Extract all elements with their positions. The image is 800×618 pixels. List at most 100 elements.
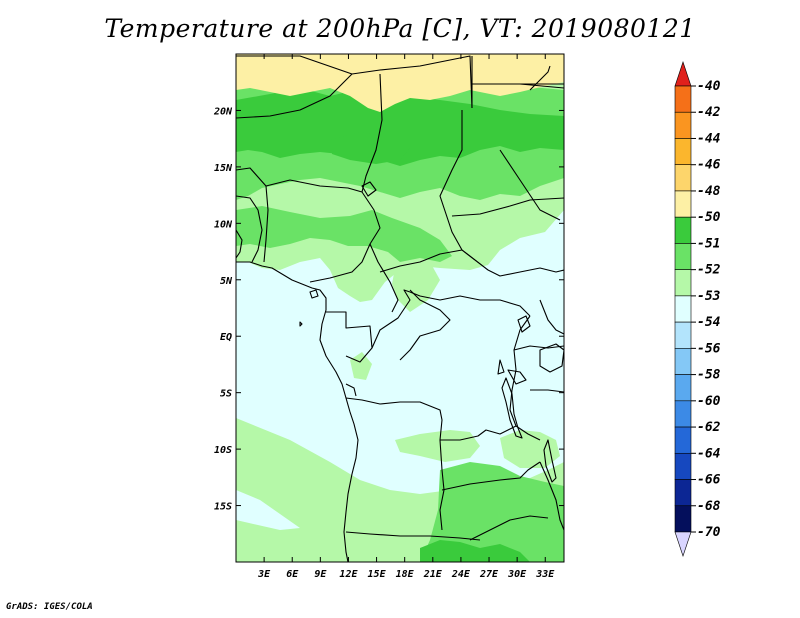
lake-victoria: [539, 343, 564, 373]
latitude-axis: 20N 15N 10N 5N EQ 5S 10S 15S: [213, 106, 564, 513]
lat-tick-label: 5N: [220, 276, 233, 287]
field-dark-green-south-patch: [420, 540, 530, 562]
colorbar-segment: [674, 111, 692, 139]
border-niger-chad: [361, 73, 383, 193]
border-chad-sudan: [439, 110, 463, 251]
river-congo: [399, 289, 451, 361]
lon-tick-label: 21E: [423, 569, 443, 580]
colorbar-segment: [674, 269, 692, 297]
map-frame: [235, 53, 565, 563]
colorbar-segment: [674, 321, 692, 349]
field-light-green-patch-west: [350, 352, 372, 380]
lake-malawi: [543, 439, 557, 483]
field-yellow-north: [236, 54, 564, 112]
lat-tick-label: 10N: [214, 219, 233, 230]
border-uganda: [513, 345, 564, 351]
colorbar-label: -42: [697, 105, 721, 120]
colorbar-segment: [674, 452, 692, 480]
border-mali-niger: [236, 73, 353, 119]
colorbar-segment: [674, 400, 692, 428]
border-burkina: [236, 167, 267, 187]
colorbar-label: -44: [697, 131, 721, 146]
border-tanzania: [530, 389, 564, 393]
lat-tick-label: 15N: [214, 163, 233, 174]
border-mozambique: [539, 461, 564, 531]
border-ethiopia: [499, 149, 561, 221]
border-guinea: [236, 195, 263, 263]
field-light-green-patch-congo: [392, 262, 440, 312]
lon-tick-label: 18E: [396, 569, 415, 580]
colorbar-segment: [674, 216, 692, 244]
border-zambia: [441, 461, 541, 491]
colorbar-label: -58: [697, 368, 721, 383]
colorbar-segment: [674, 164, 692, 192]
colorbar-label: -68: [697, 499, 721, 514]
border-nigeria-niger: [265, 179, 363, 193]
border-algeria-niger: [236, 55, 473, 109]
colorbar-segment: [674, 348, 692, 375]
colorbar-label: -40: [697, 79, 721, 94]
colorbar-segment: [674, 426, 692, 454]
field-dark-green-sahel: [330, 132, 410, 164]
colorbar-label: -46: [697, 158, 721, 173]
colorbar-segment: [674, 479, 692, 507]
lon-tick-label: 33E: [535, 569, 555, 580]
country-boundaries: [236, 55, 564, 562]
border-drc-east: [509, 315, 541, 441]
lon-tick-label: 15E: [368, 569, 387, 580]
border-benin: [263, 185, 269, 263]
lat-tick-label: 5S: [220, 389, 232, 400]
colorbar-segment: [674, 190, 692, 218]
colorbar-label: -51: [697, 236, 720, 251]
longitude-axis: 3E 6E 9E 12E 15E 18E 21E 24E 27E 30E 33E: [257, 54, 555, 580]
colorbar-label: -60: [697, 394, 721, 409]
border-congo: [371, 289, 411, 349]
border-drc-angola: [345, 397, 517, 441]
colorbar-label: -52: [697, 263, 721, 278]
map-title: Temperature at 200hPa [C], VT: 201908012…: [104, 14, 696, 43]
lon-tick-label: 27E: [479, 569, 499, 580]
colorbar-bottom-arrow: [674, 531, 692, 557]
border-zambia-zimbabwe: [469, 515, 549, 541]
lon-tick-label: 6E: [286, 569, 299, 580]
colorbar-segment: [674, 374, 692, 402]
colorbar-label: -53: [697, 289, 721, 304]
coast-red-sea: [529, 65, 551, 91]
colorbar: -40 -42 -44 -46 -48 -50 -51 -52 -53 -54 -56 -58 -60 -…: [674, 61, 721, 557]
island-bioko: [309, 289, 319, 299]
lon-tick-label: 12E: [339, 569, 358, 580]
border-nigeria-cameroon: [309, 191, 381, 283]
field-light-green-angola: [395, 430, 480, 462]
border-rwanda: [507, 369, 527, 385]
border-drc-north: [409, 291, 531, 317]
border-gabon: [326, 311, 373, 363]
border-egypt-sudan: [471, 56, 564, 89]
coast-senegal: [236, 229, 243, 259]
field-dark-green-north: [236, 88, 564, 166]
lake-tanganyika: [501, 377, 523, 439]
colorbar-label: -50: [697, 210, 721, 225]
colorbar-segment: [674, 138, 692, 166]
colorbar-label: -48: [697, 184, 721, 199]
colorbar-segment: [674, 85, 692, 113]
temperature-field: [236, 54, 564, 562]
border-kenya: [539, 299, 564, 335]
colorbar-segment: [674, 295, 692, 323]
colorbar-label: -64: [697, 446, 721, 461]
colorbar-label: -62: [697, 420, 721, 435]
colorbar-label: -54: [697, 315, 721, 330]
border-cabinda: [345, 383, 357, 397]
lat-tick-label: EQ: [220, 332, 232, 343]
colorbar-segment: [674, 243, 692, 270]
border-angola-namibia: [345, 531, 481, 541]
lon-tick-label: 3E: [257, 569, 271, 580]
lon-tick-label: 30E: [507, 569, 527, 580]
colorbar-label: -56: [697, 341, 721, 356]
field-medium-green-band: [236, 206, 452, 262]
coastline-west-africa: [236, 261, 359, 562]
lat-tick-label: 15S: [214, 502, 232, 513]
lon-tick-label: 24E: [451, 569, 471, 580]
colorbar-segment: [674, 505, 692, 533]
colorbar-label: -66: [697, 473, 721, 488]
